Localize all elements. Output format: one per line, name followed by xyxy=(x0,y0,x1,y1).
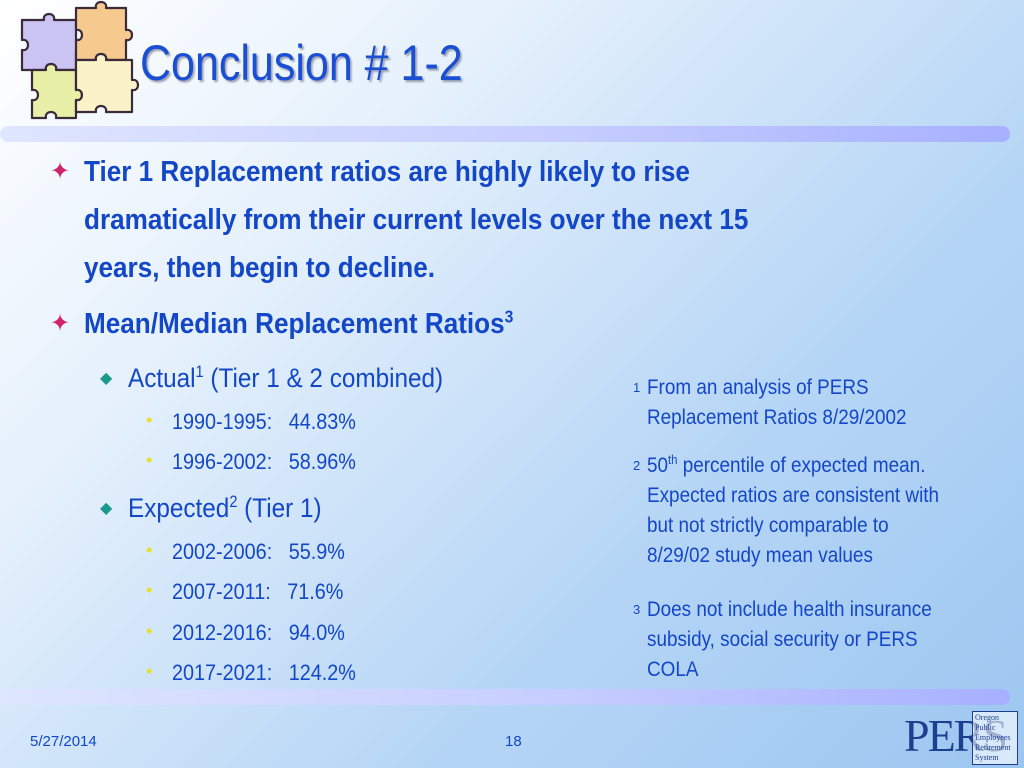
four-point-star-bullet-icon: ✦ xyxy=(50,158,71,185)
page-number: 18 xyxy=(505,733,522,750)
bullet-line: dramatically from their current levels o… xyxy=(84,204,749,236)
bullet-line: years, then begin to decline. xyxy=(84,252,435,284)
footnote-number: 1 xyxy=(633,380,641,395)
bullet-line: Tier 1 Replacement ratios are highly lik… xyxy=(84,156,690,188)
bullet-text: Mean/Median Replacement Ratios xyxy=(84,308,505,340)
footnote-line: but not strictly comparable to xyxy=(647,514,889,537)
header-divider-bar xyxy=(0,126,1010,142)
expected-suffix: (Tier 1) xyxy=(237,493,322,523)
expected-label: Expected xyxy=(128,493,230,523)
diamond-bullet-icon: ◆ xyxy=(100,370,113,387)
footnote-line: Does not include health insurance xyxy=(647,598,932,621)
pers-logo: PERS Oregon Public Employees Retirement … xyxy=(904,707,1018,765)
footnote-line: Expected ratios are consistent with xyxy=(647,484,940,507)
footer-divider-bar xyxy=(0,689,1010,705)
footnote-number: 3 xyxy=(633,602,641,617)
dot-bullet-icon: • xyxy=(146,580,153,600)
footnote-line: From an analysis of PERS xyxy=(647,376,869,399)
dot-bullet-icon: • xyxy=(146,410,153,430)
footnote-line: Replacement Ratios 8/29/2002 xyxy=(647,406,907,429)
footnote-number: 2 xyxy=(633,458,641,473)
footnote-line: 8/29/02 study mean values xyxy=(647,544,873,567)
dot-bullet-icon: • xyxy=(146,661,153,681)
puzzle-pieces-icon xyxy=(20,0,140,120)
dot-bullet-icon: • xyxy=(146,540,153,560)
footnote-ref: 2 xyxy=(229,493,238,511)
footnote-ref: 3 xyxy=(504,306,514,327)
page-title: Conclusion # 1-2 xyxy=(140,35,463,91)
logo-text-box: Oregon Public Employees Retirement Syste… xyxy=(972,711,1018,765)
footer-date: 5/27/2014 xyxy=(30,733,97,750)
dot-bullet-icon: • xyxy=(146,450,153,470)
dot-bullet-icon: • xyxy=(146,621,153,641)
actual-label: Actual xyxy=(128,363,196,393)
footnote-ref: 1 xyxy=(195,363,204,381)
actual-suffix: (Tier 1 & 2 combined) xyxy=(203,363,444,393)
footnote-line: subsidy, social security or PERS xyxy=(647,628,918,651)
diamond-bullet-icon: ◆ xyxy=(100,500,113,517)
footnote-line: COLA xyxy=(647,658,699,681)
four-point-star-bullet-icon: ✦ xyxy=(50,310,71,337)
